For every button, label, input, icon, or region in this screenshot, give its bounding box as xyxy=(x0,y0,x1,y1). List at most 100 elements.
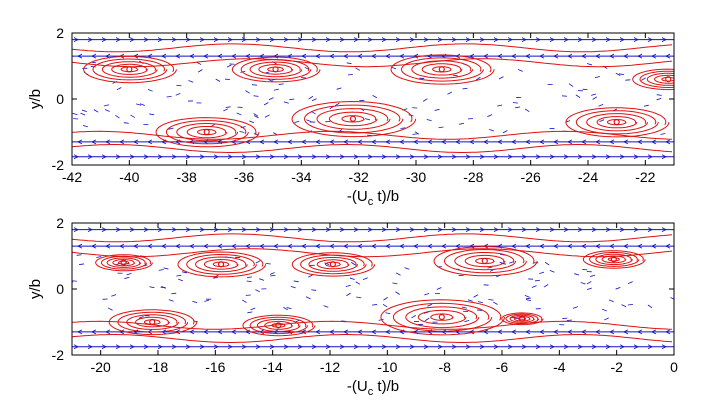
x-tick-label: -6 xyxy=(496,359,509,375)
vector-arrow xyxy=(660,133,665,134)
vector-arrow xyxy=(468,300,473,301)
vector-arrow xyxy=(94,110,98,113)
vector-arrow xyxy=(463,88,468,89)
vector-arrow xyxy=(169,300,174,302)
vector-arrow xyxy=(583,89,588,90)
y-tick-label: 0 xyxy=(56,91,64,107)
vector-arrow xyxy=(176,93,181,95)
vector-arrow xyxy=(274,89,279,90)
vector-arrow xyxy=(348,74,353,75)
vortex-streamline xyxy=(178,252,266,277)
vector-arrow xyxy=(405,268,410,270)
vector-arrow xyxy=(265,115,269,117)
vortex-streamline xyxy=(502,313,543,325)
vector-arrow xyxy=(447,92,451,94)
vector-arrow xyxy=(356,297,361,298)
vortex-streamline xyxy=(213,262,229,267)
vector-arrow xyxy=(616,287,621,289)
plot-area xyxy=(69,228,676,349)
streamline xyxy=(72,249,672,257)
vector-arrow xyxy=(237,113,242,115)
vortex-streamline xyxy=(292,253,375,276)
vector-arrow xyxy=(251,308,256,310)
x-tick-label: 0 xyxy=(670,359,678,375)
vector-arrow xyxy=(587,282,591,284)
vector-arrow xyxy=(77,255,82,256)
vortex-streamline xyxy=(434,247,537,276)
vector-arrow xyxy=(108,308,112,310)
vector-arrow xyxy=(242,300,246,303)
vector-arrow xyxy=(619,74,624,75)
x-tick-label: -34 xyxy=(291,169,311,185)
vector-arrow xyxy=(312,99,317,101)
x-tick-label: -36 xyxy=(234,169,254,185)
vector-arrow xyxy=(287,308,292,309)
vortex-streamline xyxy=(465,255,505,266)
vector-arrow xyxy=(80,113,85,115)
vector-arrow xyxy=(604,318,608,320)
vector-arrow xyxy=(453,75,458,76)
vector-arrow xyxy=(346,293,350,296)
vector-arrow xyxy=(526,298,531,299)
vector-arrow xyxy=(641,78,645,81)
x-tick-label: -32 xyxy=(349,169,369,185)
vector-arrow xyxy=(294,121,299,122)
vector-arrow xyxy=(545,262,549,265)
vortex-streamline xyxy=(597,117,637,128)
vector-arrow xyxy=(478,302,483,303)
y-tick-label: -2 xyxy=(52,347,65,363)
x-tick-label: -16 xyxy=(205,359,225,375)
vector-arrow xyxy=(239,132,244,133)
streamline xyxy=(72,145,672,153)
vortex-core xyxy=(350,116,355,121)
vector-arrow xyxy=(270,273,275,275)
vector-arrow xyxy=(79,264,84,265)
vector-arrow xyxy=(213,278,218,279)
vector-arrow xyxy=(256,261,260,263)
vector-arrow xyxy=(247,277,252,278)
vector-arrow xyxy=(350,278,355,279)
vector-arrow xyxy=(383,297,387,300)
vector-arrow xyxy=(437,288,442,290)
y-tick-label: -2 xyxy=(52,157,65,173)
vector-arrow xyxy=(593,97,597,100)
y-axis-label: y/b xyxy=(27,279,44,299)
vector-arrow xyxy=(167,96,172,97)
vector-arrow xyxy=(396,292,400,295)
vortex-streamline xyxy=(232,57,320,82)
vector-arrow xyxy=(419,78,424,79)
vector-arrow xyxy=(264,103,268,106)
vector-arrow xyxy=(499,77,503,79)
vector-arrow xyxy=(311,290,316,291)
vector-arrow xyxy=(127,273,132,275)
x-tick-label: -26 xyxy=(521,169,541,185)
vector-arrow xyxy=(587,288,592,290)
vector-arrow xyxy=(657,98,662,100)
vector-arrow xyxy=(435,109,440,110)
vector-arrow xyxy=(83,125,88,126)
vector-arrow xyxy=(525,295,530,297)
vector-arrow xyxy=(574,274,579,275)
x-tick-label: -28 xyxy=(463,169,483,185)
vector-arrow xyxy=(363,278,368,280)
vector-arrow xyxy=(525,109,529,112)
vector-arrow xyxy=(600,120,605,122)
vector-arrow xyxy=(439,127,444,128)
vector-arrow xyxy=(226,107,231,108)
x-axis-label: -(Uc t)/b xyxy=(347,378,399,398)
vector-arrow xyxy=(423,99,427,102)
vortex-core xyxy=(482,258,487,263)
vector-arrow xyxy=(622,305,627,307)
x-tick-label: -22 xyxy=(635,169,655,185)
vector-arrow xyxy=(372,304,377,305)
vector-arrow xyxy=(518,69,523,71)
vector-arrow xyxy=(356,68,360,71)
vector-arrow xyxy=(427,119,432,120)
vector-arrow xyxy=(291,286,296,287)
vector-arrow xyxy=(252,85,257,86)
vector-arrow xyxy=(198,69,202,72)
x-tick-label: -2 xyxy=(610,359,623,375)
vortex-streamline xyxy=(583,251,645,269)
vortex-streamline xyxy=(662,77,675,81)
x-tick-label: -10 xyxy=(377,359,397,375)
